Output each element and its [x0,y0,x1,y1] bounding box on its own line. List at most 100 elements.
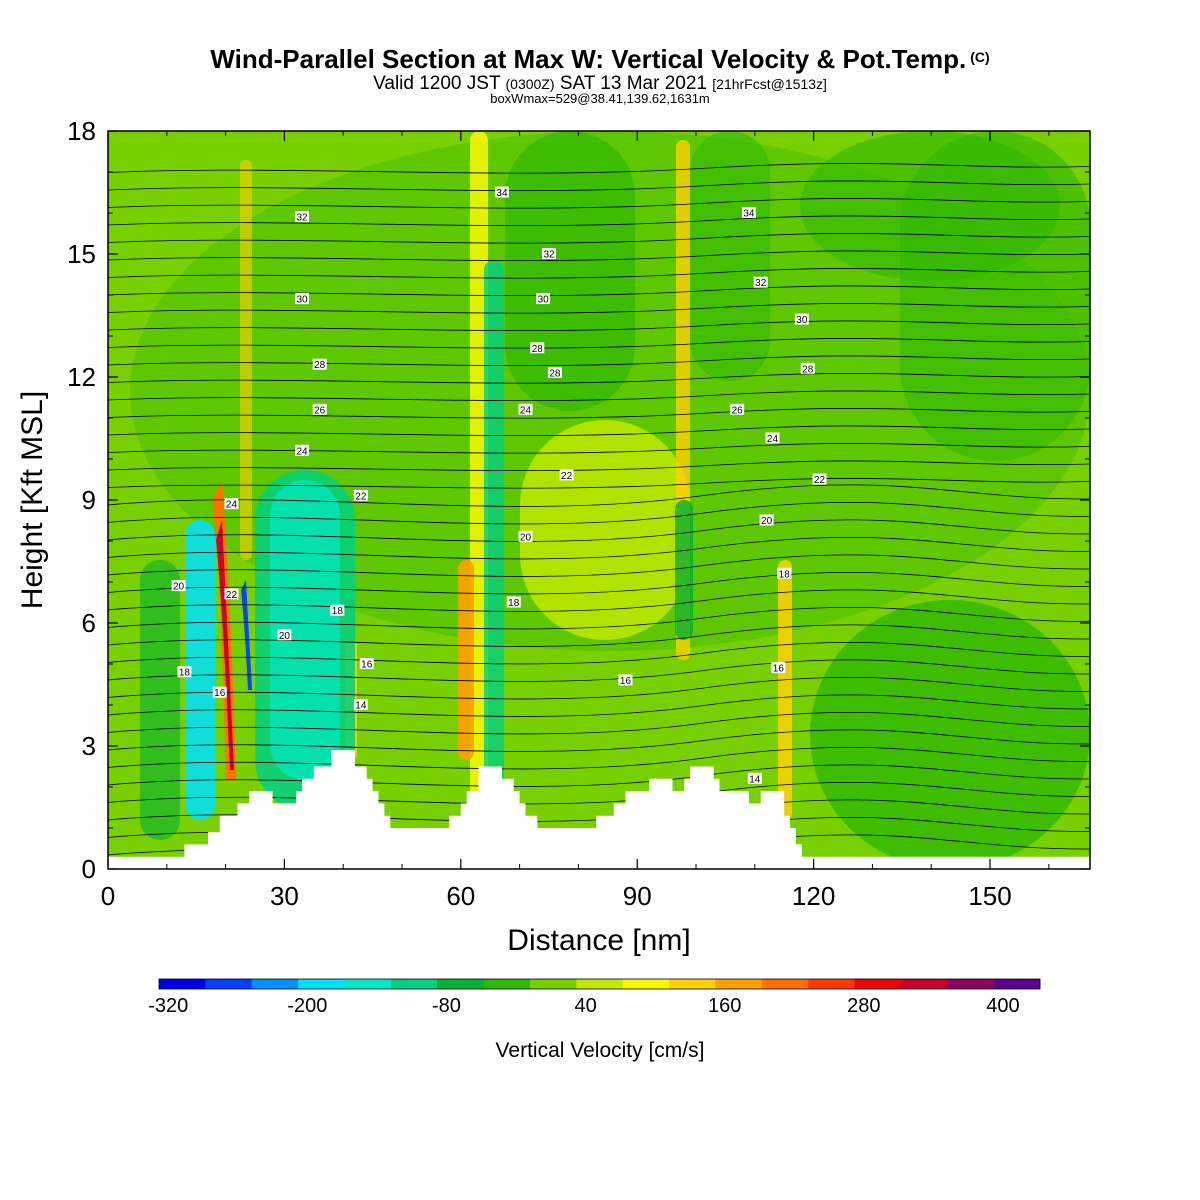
contour-label: 28 [530,342,545,355]
contour-label: 24 [518,403,533,416]
contour-label: 22 [224,588,239,601]
contour-label: 34 [741,207,756,220]
colorbar-tick-label: -200 [287,995,327,1017]
contour-label-bg [177,666,192,678]
isentrope-line [108,554,1090,577]
isentrope-line [108,233,1090,244]
contour-label-bg [542,248,557,259]
colorbar-frame [158,978,1041,990]
colorbar-swatch [251,979,299,989]
valid-utc: (0300Z) [505,76,555,92]
colorbar-label: Vertical Velocity [cm/s] [496,1039,705,1062]
x-tick-label: 30 [270,881,299,911]
isentrope-line [108,285,1090,297]
isentrope-line [108,215,1090,227]
colorbar-tick-label: -80 [432,995,461,1017]
colorbar-swatch [344,979,392,989]
contour-label: 30 [794,313,809,326]
contour-label-text: 24 [767,434,779,445]
contour-label-bg [359,658,374,669]
contour-label-bg [800,362,815,374]
isentrope-line [108,460,1090,472]
contour-label-text: 28 [549,368,561,379]
contour-label: 32 [295,211,310,224]
isentrope-line [108,589,1090,612]
contour-label-text: 28 [314,360,326,371]
colorbar-swatch [993,979,1041,989]
velocity-band [140,560,180,840]
contour-label: 34 [494,186,509,199]
forecast-info: [21hrFcst@1513z] [712,76,827,92]
contour-label-bg [771,662,786,674]
velocity-band [778,560,792,820]
colorbar-swatch [715,979,763,989]
contour-label-text: 28 [532,344,544,355]
vertical-velocity-field [130,131,1090,869]
contour-label-bg [171,580,186,592]
contour-label-text: 18 [332,606,344,617]
contour-label-text: 18 [179,668,191,679]
isentrope-line [108,519,1090,542]
colorbar-tick-label: 280 [847,995,880,1017]
isentrope-line [108,425,1090,437]
contour-label-bg [518,403,533,415]
contour-labels: 34 34 32 32 32 30 30 30 28 28 28 28 26 26 24 24 24 24 22 22… [171,186,827,785]
contour-label-bg [794,313,809,325]
colorbar-swatch [483,979,531,989]
colorbar-swatch [159,979,206,989]
x-tick-label: 90 [623,881,652,911]
isentrope-line [108,711,1090,735]
y-tick-label: 15 [67,239,96,269]
contour-label: 24 [295,444,310,457]
contour-label-bg [295,211,310,223]
contour-label-text: 28 [802,364,814,375]
contour-label-text: 24 [296,446,308,457]
contour-label-bg [506,596,521,608]
isentrope-line [108,606,1090,630]
colorbar-swatch [900,979,948,989]
contour-label-text: 24 [226,500,238,511]
contour-label-text: 32 [296,213,308,224]
colorbar [158,978,1041,990]
isentrope-line [108,163,1090,174]
contour-label-bg [494,186,509,198]
x-tick-label: 150 [968,881,1011,911]
isentrope-line [108,676,1090,700]
contour-label-bg [224,588,239,600]
velocity-band [484,260,504,790]
velocity-band [270,480,340,780]
chart-title-text: Wind-Parallel Section at Max W: Vertical… [210,44,967,74]
contour-label-text: 32 [755,278,767,289]
contour-label-bg [730,403,745,415]
contour-label: 18 [506,596,521,609]
y-tick-label: 0 [82,854,96,884]
contour-label: 16 [618,674,633,687]
plot-area: 34 34 32 32 32 30 30 30 28 28 28 28 26 26 24 24 24 24 22 22… [107,130,1091,870]
colorbar-swatch [854,979,902,989]
contour-label-text: 20 [279,631,291,642]
isentrope-line [108,198,1090,209]
contour-label: 30 [536,293,551,306]
contour-label-text: 22 [814,475,826,486]
contour-label-bg [765,432,780,444]
velocity-band [240,160,252,560]
x-tick-label: 60 [446,881,475,911]
contour-label: 20 [277,629,292,642]
colorbar-swatch [390,979,438,989]
contour-label-bg [530,342,545,354]
contour-label: 26 [312,403,327,416]
x-axis: 0 30 60 90 120 150 [101,131,1050,911]
colorbar-swatch [622,979,670,989]
contour-label-text: 34 [496,188,508,199]
potential-temperature-contours [108,163,1090,857]
isentrope-line [108,268,1090,279]
contour-label: 16 [212,686,227,699]
y-axis: 0 3 6 9 12 15 18 [67,116,1090,884]
contour-label-bg [330,604,345,616]
contour-label-text: 30 [538,295,550,306]
isentrope-line [108,746,1090,770]
colorbar-swatch [437,979,484,989]
contour-label: 28 [800,362,815,375]
contour-label-bg [353,699,368,710]
contour-label: 22 [559,469,574,482]
